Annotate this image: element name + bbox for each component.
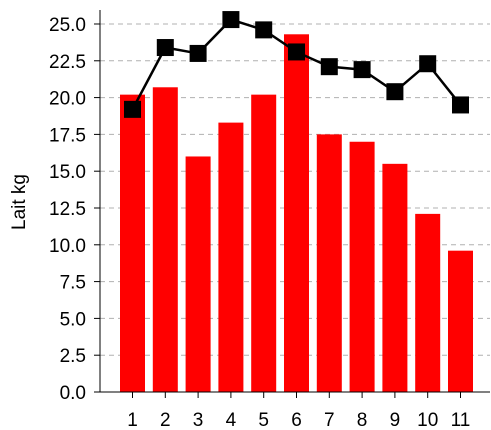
line-point <box>222 11 240 29</box>
y-tick-label: 0.0 <box>60 383 86 404</box>
bar <box>218 122 244 392</box>
x-tick-label: 3 <box>193 410 204 430</box>
bar <box>316 134 342 392</box>
y-tick-label: 2.5 <box>60 346 86 367</box>
y-tick-label: 20.0 <box>49 89 86 110</box>
bar <box>415 213 441 392</box>
line-point <box>419 55 437 73</box>
y-tick-label: 15.0 <box>49 162 86 183</box>
y-tick-label: 10.0 <box>49 236 86 257</box>
x-tick-label: 2 <box>160 410 171 430</box>
line-series <box>124 11 469 118</box>
ticks: 0.0 2.5 5.0 7.5 10.0 12.5 15.0 17.5 20.0 22.5 25.0… <box>49 15 470 430</box>
bars <box>120 34 473 393</box>
line-point <box>189 44 207 62</box>
bar <box>349 141 375 392</box>
y-tick-label: 22.5 <box>49 52 86 73</box>
bar <box>120 94 145 392</box>
line-point <box>320 58 338 76</box>
x-tick-label: 4 <box>226 410 237 430</box>
bar <box>152 87 178 392</box>
bar <box>284 34 309 393</box>
line-point <box>353 61 371 79</box>
x-tick-label: 6 <box>291 410 302 430</box>
line-point <box>255 21 273 39</box>
line-point <box>124 100 141 118</box>
x-tick-label: 1 <box>127 410 138 430</box>
bar <box>382 163 408 392</box>
line-point <box>386 83 404 101</box>
bar <box>448 250 473 392</box>
x-tick-label: 9 <box>390 410 401 430</box>
y-tick-label: 12.5 <box>49 199 86 220</box>
line-point <box>156 39 174 57</box>
x-tick-label: 5 <box>258 410 269 430</box>
line-point <box>452 96 469 114</box>
y-tick-label: 17.5 <box>49 125 86 146</box>
y-tick-label: 5.0 <box>60 309 86 330</box>
y-axis-label: Lait kg <box>9 174 30 230</box>
y-tick-label: 25.0 <box>49 15 86 36</box>
x-tick-label: 11 <box>451 410 471 430</box>
x-tick-label: 10 <box>417 410 438 430</box>
y-tick-label: 7.5 <box>60 273 86 294</box>
line-point <box>288 43 305 61</box>
bar <box>251 94 277 392</box>
x-tick-label: 8 <box>357 410 368 430</box>
bar <box>185 156 211 392</box>
x-tick-label: 7 <box>324 410 335 430</box>
